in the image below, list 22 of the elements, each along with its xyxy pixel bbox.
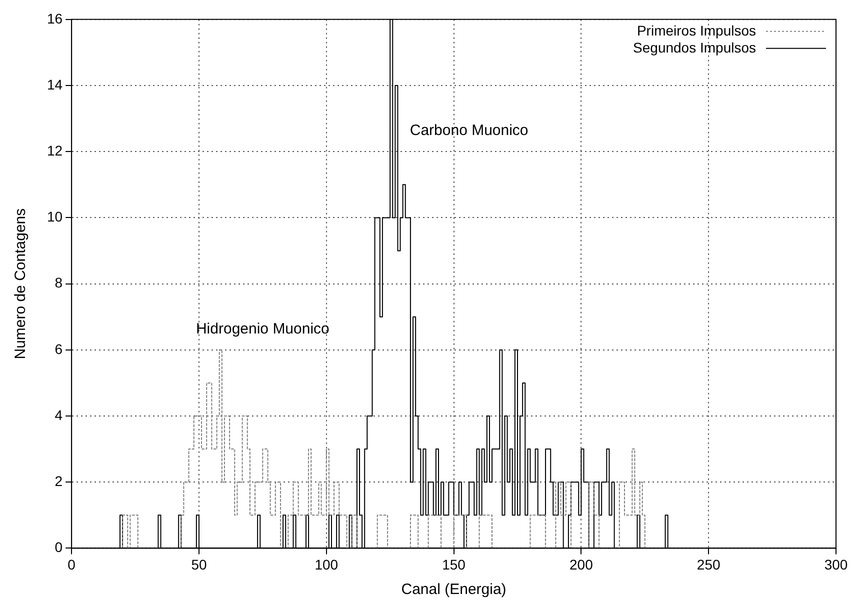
annotation: Hidrogenio Muonico [196, 320, 330, 338]
x-axis-title: Canal (Energia) [401, 581, 506, 598]
y-tick-label: 16 [46, 10, 63, 26]
x-tick-label: 150 [442, 556, 466, 572]
x-tick-label: 0 [68, 556, 76, 572]
y-tick-label: 2 [54, 472, 63, 489]
y-tick-label: 8 [54, 274, 63, 291]
y-axis-title: Numero de Contagens [12, 208, 30, 360]
y-tick-label: 6 [54, 340, 63, 357]
y-tick-label: 4 [54, 406, 63, 423]
y-tick-label: 14 [46, 76, 63, 92]
y-tick-label: 10 [46, 208, 63, 225]
x-tick-label: 50 [191, 556, 207, 572]
x-tick-label: 200 [570, 556, 594, 572]
x-tick-label: 300 [824, 556, 848, 572]
y-tick-label: 12 [46, 142, 63, 158]
legend-label: Segundos Impulsos [633, 39, 756, 56]
x-tick-label: 100 [314, 556, 338, 572]
y-tick-label: 0 [54, 539, 63, 556]
annotation: Carbono Muonico [410, 122, 528, 140]
x-tick-label: 250 [696, 556, 720, 572]
legend-label: Primeiros Impulsos [636, 22, 756, 38]
